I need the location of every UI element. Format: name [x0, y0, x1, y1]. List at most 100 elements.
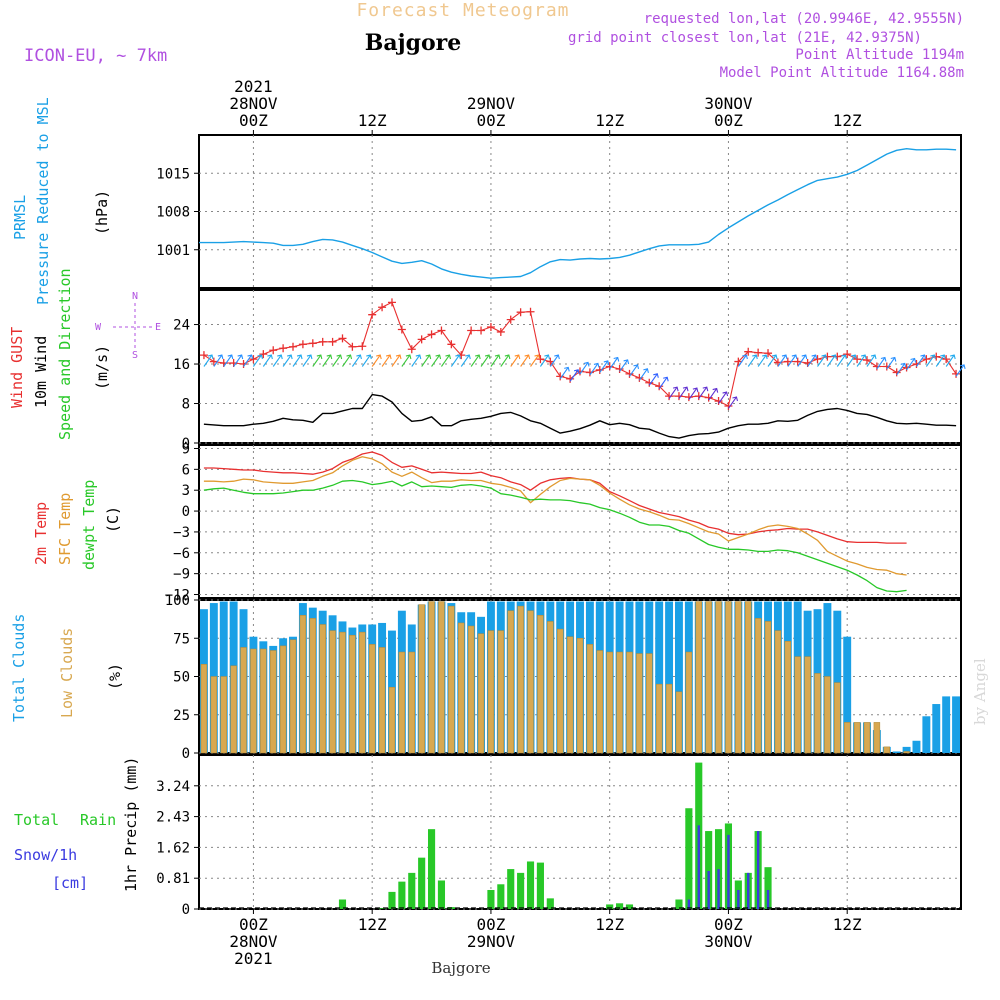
wind-arrow	[767, 354, 777, 367]
wind-arrow-head	[653, 373, 659, 378]
wind-arrow-head	[643, 368, 649, 373]
total-cloud-bar	[952, 696, 961, 753]
gust-marker	[308, 339, 317, 348]
low-cloud-bar	[863, 722, 871, 754]
wind-arrow	[272, 354, 282, 367]
low-cloud-bar	[843, 722, 851, 754]
gust-marker	[813, 355, 822, 364]
total-cloud-bar	[912, 740, 921, 753]
gust-marker	[417, 335, 426, 344]
gust-marker	[912, 360, 921, 369]
snow-bar	[756, 831, 760, 909]
low-cloud-bar	[853, 722, 861, 754]
dewpt-label: dewpt Temp	[80, 480, 98, 570]
gust-marker	[447, 340, 456, 349]
wind-arrow	[737, 354, 747, 367]
prmsl-line	[199, 147, 957, 279]
gust-marker	[754, 348, 763, 357]
gust-marker	[348, 342, 357, 351]
wind-arrow	[361, 354, 371, 367]
bottom-time-label: 00Z	[476, 915, 505, 934]
wind-arrow	[916, 354, 925, 367]
gust-label: Wind GUST	[8, 327, 26, 408]
wind-arrow	[856, 354, 866, 367]
wind-arrow-head	[633, 364, 640, 370]
wind-arrow-head	[296, 354, 303, 360]
rain-bar	[685, 808, 693, 909]
wind-arrow-head	[376, 354, 382, 360]
wind-arrow-head	[880, 356, 887, 362]
wind-panel-frame	[198, 289, 962, 444]
rain-bar	[507, 869, 515, 909]
wind-arrow-head	[831, 354, 837, 360]
bottom-time-label: 00Z	[239, 915, 268, 934]
wind-arrow	[609, 357, 619, 370]
wind-arrow-head	[544, 354, 550, 360]
temp-panel-frame	[198, 444, 962, 599]
wind-arrow-head	[920, 354, 927, 360]
gust-marker	[526, 307, 535, 316]
top-time-label: 00Z	[476, 111, 505, 130]
pressure-label: Pressure Reduced to MSL	[34, 97, 52, 305]
wind-arrow-head	[959, 364, 966, 370]
cm-label: [cm]	[52, 874, 88, 892]
gust-marker	[566, 374, 575, 383]
wind-arrow	[252, 354, 262, 367]
wind-arrow-head	[336, 354, 343, 360]
wind-arrow-head	[930, 354, 936, 360]
wind-arrow-head	[771, 354, 778, 360]
wind-arrow-head	[752, 354, 758, 360]
wind-arrow-head	[791, 354, 798, 360]
gust-marker	[734, 357, 743, 366]
low-cloud-bar	[814, 673, 821, 754]
gust-marker	[506, 315, 515, 324]
wind-arrow	[520, 354, 530, 367]
total-cloud-bar	[665, 601, 674, 753]
low-cloud-bar	[715, 601, 722, 754]
wind-arrow-head	[574, 369, 580, 374]
low-cloud-bar	[903, 751, 910, 754]
pressure-ytick-label: 1008	[156, 205, 190, 221]
pressure-ytick-label: 1001	[156, 243, 190, 259]
wind-arrow	[213, 354, 223, 367]
rain-bar	[616, 903, 624, 909]
gust-marker	[477, 326, 486, 335]
wind-arrow	[896, 363, 906, 376]
wind-arrow	[579, 362, 589, 375]
wind-arrow-head	[227, 354, 234, 360]
gust-marker	[615, 364, 624, 373]
gust-marker	[665, 392, 674, 401]
point-altitude: Point Altitude 1194m	[795, 47, 964, 63]
wind-arrow	[470, 354, 480, 367]
low-cloud-bar	[438, 601, 445, 754]
low-cloud-bar	[556, 628, 564, 754]
model-label: ICON-EU, ~ 7km	[24, 46, 167, 66]
low-cloud-bar	[299, 615, 307, 754]
temp2m-line	[203, 451, 907, 544]
wind-ytick-label: 24	[173, 318, 190, 334]
wind-arrow	[836, 354, 846, 367]
wind-arrow	[638, 368, 648, 381]
gust-marker	[952, 369, 961, 378]
gust-marker	[585, 368, 594, 377]
cloud-unit: (%)	[106, 663, 124, 690]
compass-icon: N E S W	[95, 291, 161, 361]
gust-marker	[625, 369, 634, 378]
grid-point-coords: grid point closest lon,lat (21E, 42.9375…	[568, 30, 922, 46]
low-cloud-bar	[784, 641, 792, 754]
temp-ytick-label: 0	[182, 504, 190, 520]
wind-arrow-head	[395, 354, 402, 360]
gust-marker	[892, 368, 901, 377]
low-cloud-bar	[547, 621, 554, 754]
wind-arrow	[866, 354, 876, 367]
low-cloud-bar	[517, 605, 524, 754]
rain-bar	[546, 898, 554, 909]
low-cloud-bar	[507, 610, 514, 754]
wind-arrow	[203, 354, 213, 367]
gust-marker	[496, 327, 505, 336]
low-cloud-bar	[497, 630, 505, 754]
wind-arrow-head	[900, 362, 907, 368]
compass-s: S	[132, 350, 138, 361]
wind-arrow-head	[554, 354, 560, 360]
gust-marker	[427, 330, 436, 339]
